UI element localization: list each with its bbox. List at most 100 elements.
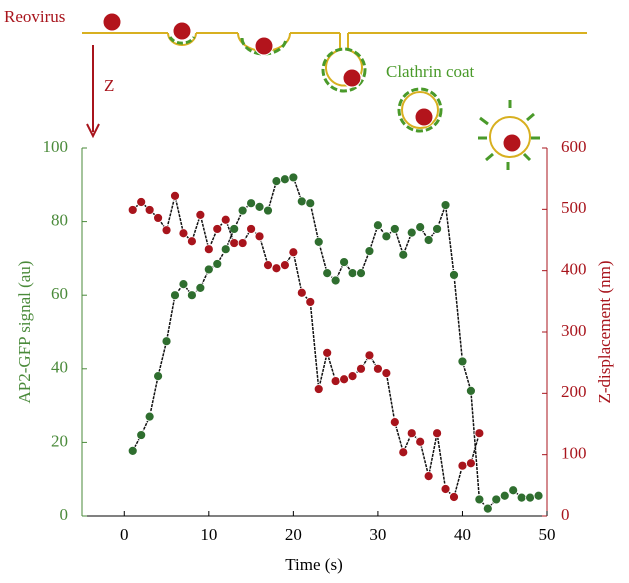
virus — [172, 21, 192, 41]
data-point — [373, 220, 383, 231]
coat — [240, 37, 288, 56]
data-point — [288, 247, 299, 258]
data-point — [440, 200, 451, 210]
data-point — [305, 198, 316, 209]
data-point — [499, 490, 510, 501]
data-point — [406, 227, 417, 238]
x-tick-label: 0 — [120, 525, 129, 544]
data-point — [516, 492, 527, 503]
diagram — [82, 12, 587, 170]
y2-tick-label: 0 — [561, 505, 570, 524]
data-point — [187, 236, 197, 247]
coat-fragments — [478, 100, 540, 170]
data-point — [203, 244, 214, 255]
data-point — [170, 290, 180, 301]
x-tick-label: 10 — [200, 525, 217, 544]
data-point — [432, 224, 442, 234]
data-point — [389, 417, 400, 428]
data-point — [136, 430, 147, 440]
data-point — [356, 363, 366, 374]
data-point — [246, 198, 256, 209]
vesicle — [401, 91, 439, 129]
data-point — [170, 190, 180, 201]
virus — [102, 12, 122, 32]
data-point — [474, 428, 485, 439]
y-tick-label: 40 — [51, 358, 68, 377]
y-tick-label: 100 — [43, 137, 69, 156]
data-point — [127, 205, 138, 215]
data-point — [525, 492, 535, 503]
data-point — [364, 246, 375, 256]
annotation: Reovirus — [4, 7, 65, 26]
data-point — [347, 371, 358, 382]
data-point — [347, 268, 358, 279]
data-point — [373, 363, 383, 374]
data-point — [398, 447, 409, 458]
data-point — [322, 347, 333, 358]
y2-tick-label: 100 — [561, 444, 587, 463]
data-point — [220, 214, 231, 225]
data-point — [229, 238, 240, 248]
data-point — [449, 270, 459, 280]
data-point — [330, 376, 341, 386]
coat — [168, 36, 196, 45]
y-tick-label: 20 — [51, 431, 68, 450]
y-axis-label: AP2-GFP signal (au) — [15, 261, 34, 404]
data-point — [364, 350, 375, 361]
data-point — [161, 336, 172, 347]
data-point — [203, 264, 214, 275]
pit — [167, 32, 197, 46]
x-tick-label: 30 — [369, 525, 386, 544]
data-point — [212, 259, 223, 269]
data-point — [423, 471, 434, 482]
data-point — [296, 196, 307, 207]
vesicle — [489, 116, 531, 158]
virus — [342, 68, 362, 88]
data-point — [153, 371, 163, 382]
data-point — [466, 385, 476, 396]
data-point — [178, 228, 189, 239]
data-point — [313, 384, 324, 394]
data-point — [322, 268, 333, 279]
data-point — [127, 445, 138, 456]
y-tick-label: 0 — [60, 505, 69, 524]
annotation: Clathrin coat — [386, 62, 475, 81]
y2-tick-label: 500 — [561, 198, 587, 217]
y2-tick-label: 300 — [561, 321, 587, 340]
data-point — [423, 235, 434, 245]
data-point — [246, 224, 256, 234]
data-point — [482, 503, 493, 514]
data-point — [280, 260, 290, 271]
data-point — [457, 356, 468, 367]
data-point — [339, 374, 349, 385]
pit — [325, 33, 363, 87]
data-point — [432, 428, 442, 439]
y2-axis-label: Z-displacement (nm) — [595, 260, 614, 403]
data-point — [389, 224, 400, 234]
annotation: Z — [104, 76, 114, 95]
virus — [254, 36, 274, 56]
data-point — [161, 225, 172, 236]
x-tick-label: 20 — [285, 525, 302, 544]
data-point — [491, 494, 502, 505]
data-point — [195, 209, 206, 220]
data-point — [533, 490, 544, 501]
x-tick-label: 40 — [454, 525, 471, 544]
data-point — [144, 205, 155, 215]
data-point — [254, 201, 265, 212]
data-point — [466, 458, 476, 469]
y2-tick-label: 600 — [561, 137, 587, 156]
data-point — [280, 174, 290, 185]
virus — [414, 107, 434, 127]
data-point — [440, 484, 451, 494]
data-point — [508, 485, 519, 496]
data-point — [271, 176, 282, 187]
data-point — [339, 257, 349, 267]
data-point — [237, 205, 248, 216]
data-point — [195, 282, 206, 293]
data-point — [263, 260, 273, 271]
virus — [502, 133, 522, 153]
x-tick-label: 50 — [539, 525, 556, 544]
data-point — [144, 411, 155, 422]
data-point — [356, 268, 366, 279]
